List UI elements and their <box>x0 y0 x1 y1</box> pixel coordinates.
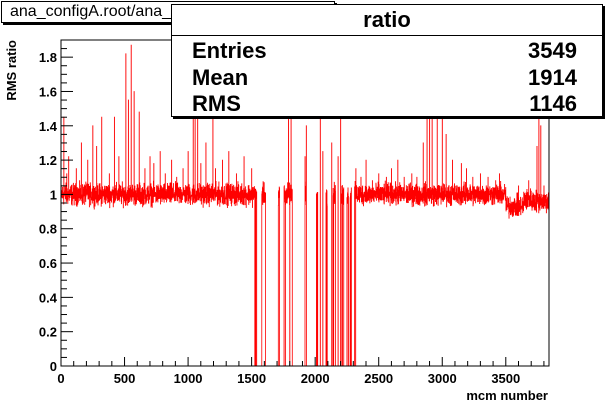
x-tick-label: 2500 <box>364 371 393 386</box>
x-tick-label: 1500 <box>237 371 266 386</box>
x-tick-label: 1000 <box>174 371 203 386</box>
x-tick-label: 500 <box>114 371 136 386</box>
y-tick-label: 0.6 <box>39 256 57 271</box>
y-tick-label: 0 <box>50 359 57 374</box>
stats-row-rms: RMS 1146 <box>172 90 602 117</box>
y-tick-label: 1 <box>50 187 57 202</box>
y-tick-label: 1.2 <box>39 153 57 168</box>
y-tick-label: 1.6 <box>39 84 57 99</box>
stats-box: ratio Entries 3549 Mean 1914 RMS 1146 <box>171 4 603 117</box>
y-tick-label: 1.4 <box>39 119 58 134</box>
x-tick-label: 2000 <box>301 371 330 386</box>
stats-value: 3549 <box>528 38 577 63</box>
axes: 0 500 1000 1500 2000 2500 3000 3500 0 0.2 0.4 0.6 0.… <box>39 39 550 386</box>
stats-row-entries: Entries 3549 <box>172 37 602 64</box>
y-tick-label: 0.4 <box>39 290 58 305</box>
x-tick-label: 0 <box>57 371 64 386</box>
stats-row-mean: Mean 1914 <box>172 64 602 91</box>
stats-key: Entries <box>192 38 267 63</box>
stats-value: 1914 <box>528 65 577 90</box>
stats-key: RMS <box>192 91 241 116</box>
x-tick-label: 3500 <box>491 371 520 386</box>
x-axis-label: mcm number <box>466 388 548 403</box>
stats-value: 1146 <box>529 91 577 116</box>
y-tick-label: 0.8 <box>39 222 57 237</box>
y-tick-label: 0.2 <box>39 325 57 340</box>
y-tick-label: 1.8 <box>39 50 57 65</box>
stats-name: ratio <box>172 5 602 36</box>
y-axis-label: RMS ratio <box>4 40 19 101</box>
x-tick-label: 3000 <box>428 371 457 386</box>
stats-key: Mean <box>192 65 249 90</box>
